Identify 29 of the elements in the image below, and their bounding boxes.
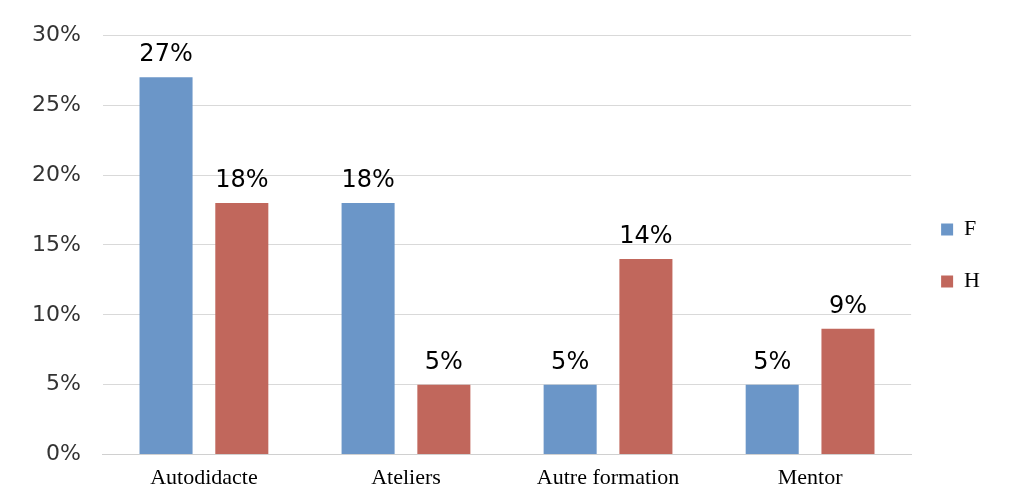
y-tick-label: 30%	[31, 20, 81, 46]
x-tick-label: Autodidacte	[150, 463, 258, 489]
data-label: 18%	[215, 165, 269, 194]
bar	[619, 258, 673, 455]
data-label: 5%	[551, 346, 590, 375]
y-tick-label: 5%	[45, 370, 81, 396]
x-tick-label: Mentor	[777, 463, 844, 489]
bar	[821, 328, 875, 455]
data-label: 5%	[424, 346, 463, 375]
legend-label: F	[964, 215, 977, 241]
bar	[543, 384, 597, 455]
data-label: 18%	[341, 165, 395, 194]
data-label: 27%	[139, 39, 193, 68]
data-label: 9%	[828, 291, 868, 320]
y-tick-label: 0%	[45, 440, 81, 466]
legend-label: H	[964, 267, 981, 293]
y-tick-label: 25%	[31, 90, 81, 116]
data-label: 5%	[753, 346, 792, 375]
y-tick-label: 15%	[31, 230, 81, 256]
bar	[417, 384, 471, 455]
bar	[341, 202, 395, 455]
y-tick-label: 10%	[31, 300, 81, 326]
bar	[745, 384, 799, 455]
x-tick-label: Autre formation	[536, 463, 680, 489]
data-label: 14%	[619, 221, 673, 250]
bar	[139, 77, 193, 455]
y-tick-label: 20%	[31, 160, 81, 186]
x-tick-label: Ateliers	[371, 463, 441, 489]
bar	[215, 202, 269, 455]
